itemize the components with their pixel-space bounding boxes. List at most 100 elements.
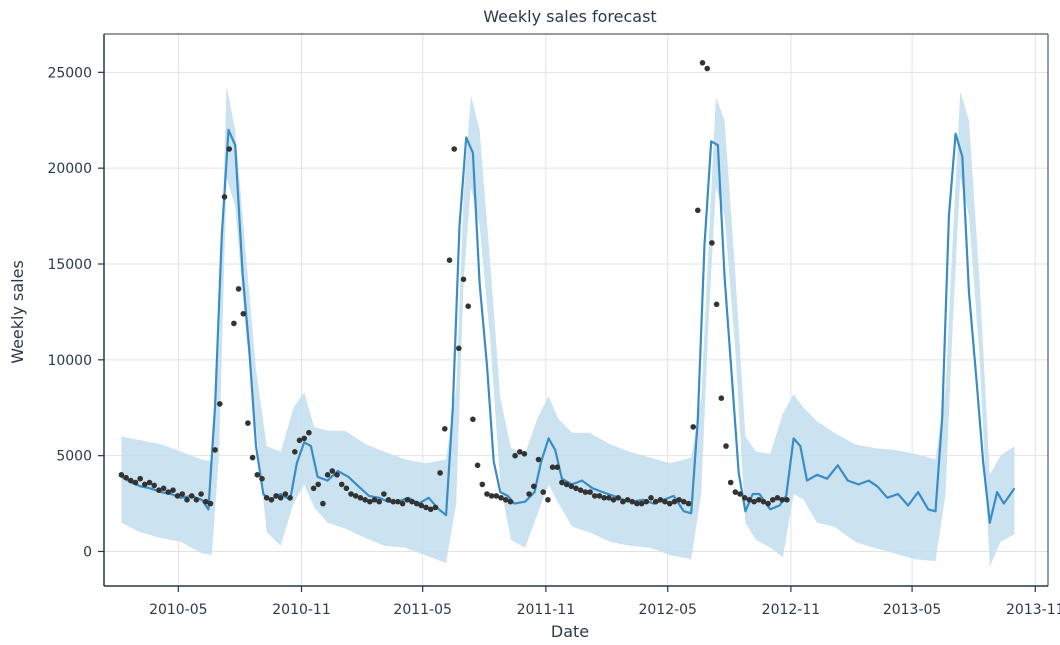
observed-point bbox=[737, 491, 743, 497]
observed-point bbox=[756, 497, 762, 503]
x-tick-label: 2010-11 bbox=[272, 602, 331, 618]
observed-point bbox=[681, 498, 687, 505]
observed-point bbox=[591, 493, 598, 499]
observed-point bbox=[746, 497, 753, 503]
observed-point bbox=[188, 493, 195, 499]
observed-point bbox=[198, 491, 204, 497]
observed-point bbox=[399, 500, 406, 507]
observed-point bbox=[184, 497, 190, 503]
observed-point bbox=[343, 485, 350, 492]
observed-point bbox=[329, 468, 336, 474]
x-axis-title: Date bbox=[551, 622, 589, 641]
observed-point bbox=[610, 497, 617, 503]
observed-point bbox=[526, 491, 532, 497]
observed-point bbox=[699, 60, 706, 66]
observed-point bbox=[385, 497, 392, 503]
observed-point bbox=[446, 257, 453, 264]
observed-points bbox=[118, 60, 790, 513]
observed-point bbox=[334, 472, 340, 478]
observed-point bbox=[545, 497, 551, 503]
observed-point bbox=[531, 483, 537, 490]
observed-point bbox=[310, 485, 317, 492]
observed-point bbox=[348, 491, 354, 497]
observed-point bbox=[315, 481, 322, 488]
observed-point bbox=[437, 470, 443, 476]
observed-point bbox=[666, 500, 673, 507]
observed-point bbox=[395, 498, 401, 505]
observed-point bbox=[146, 479, 153, 486]
observed-point bbox=[142, 481, 148, 488]
observed-point bbox=[254, 472, 261, 478]
observed-point bbox=[212, 447, 218, 453]
observed-point bbox=[596, 493, 603, 499]
observed-point bbox=[320, 500, 326, 507]
y-tick-label: 0 bbox=[83, 545, 92, 561]
observed-point bbox=[376, 498, 383, 505]
observed-point bbox=[606, 495, 612, 501]
observed-point bbox=[535, 456, 542, 463]
observed-point bbox=[568, 483, 575, 490]
observed-point bbox=[292, 449, 298, 455]
observed-point bbox=[465, 303, 472, 310]
y-tick-label: 25000 bbox=[47, 65, 92, 81]
observed-point bbox=[517, 449, 523, 455]
observed-point bbox=[263, 495, 270, 501]
observed-point bbox=[784, 497, 790, 503]
observed-point bbox=[488, 493, 495, 499]
observed-point bbox=[629, 498, 635, 505]
observed-point bbox=[507, 498, 514, 505]
observed-point bbox=[170, 487, 176, 494]
observed-point bbox=[713, 301, 720, 308]
observed-point bbox=[704, 65, 710, 72]
observed-point bbox=[648, 495, 654, 501]
observed-point bbox=[404, 497, 411, 503]
observed-point bbox=[132, 479, 139, 486]
y-tick-label: 20000 bbox=[47, 161, 92, 177]
observed-point bbox=[123, 474, 129, 481]
observed-point bbox=[709, 240, 715, 246]
observed-point bbox=[409, 498, 415, 505]
observed-point bbox=[620, 498, 626, 505]
observed-point bbox=[554, 464, 561, 471]
observed-point bbox=[601, 495, 607, 501]
observed-point bbox=[371, 497, 378, 503]
observed-point bbox=[540, 489, 546, 495]
observed-point bbox=[549, 464, 556, 471]
observed-point bbox=[563, 481, 570, 488]
observed-point bbox=[217, 401, 223, 407]
observed-point bbox=[671, 498, 678, 505]
observed-point bbox=[165, 489, 172, 495]
y-tick-label: 5000 bbox=[56, 449, 92, 465]
observed-point bbox=[174, 493, 181, 499]
observed-point bbox=[662, 498, 668, 505]
observed-point bbox=[352, 493, 359, 499]
observed-point bbox=[338, 481, 345, 488]
observed-point bbox=[770, 497, 776, 503]
observed-point bbox=[751, 498, 757, 505]
observed-point bbox=[634, 500, 640, 507]
observed-point bbox=[128, 477, 134, 484]
observed-point bbox=[638, 500, 645, 507]
observed-point bbox=[413, 500, 420, 507]
observed-point bbox=[587, 489, 593, 495]
observed-point bbox=[418, 502, 425, 509]
observed-point bbox=[779, 497, 785, 503]
observed-point bbox=[301, 435, 308, 442]
observed-point bbox=[774, 495, 781, 501]
observed-point bbox=[193, 497, 200, 503]
observed-point bbox=[287, 495, 293, 501]
observed-point bbox=[695, 207, 701, 214]
observed-point bbox=[282, 491, 289, 497]
observed-point bbox=[156, 487, 162, 494]
observed-point bbox=[423, 504, 429, 511]
observed-point bbox=[221, 194, 228, 200]
chart-title: Weekly sales forecast bbox=[483, 7, 656, 26]
y-tick-label: 15000 bbox=[47, 257, 92, 273]
observed-point bbox=[479, 481, 486, 488]
observed-point bbox=[226, 146, 232, 152]
observed-point bbox=[765, 500, 771, 507]
observed-point bbox=[306, 429, 312, 436]
observed-point bbox=[268, 497, 275, 503]
observed-point bbox=[245, 420, 251, 426]
observed-point bbox=[502, 497, 509, 503]
